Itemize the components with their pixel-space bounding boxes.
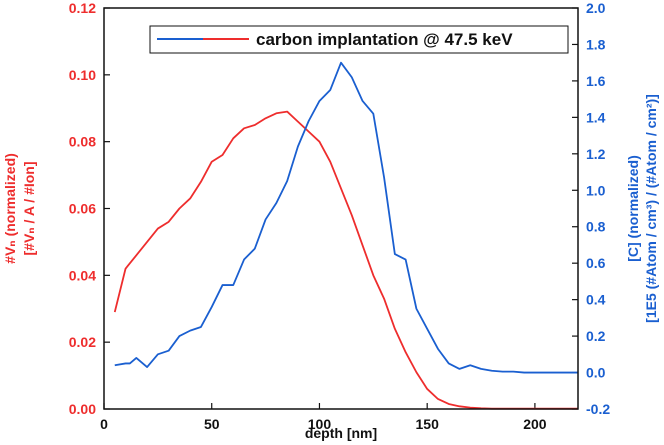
- left-tick-label: 0.10: [69, 67, 96, 83]
- x-tick-label: 0: [100, 416, 108, 432]
- left-axis-title-line2: [#Vₙ / A / #Ion]: [21, 161, 37, 255]
- bottom-axis-ticks: 0 50 100 150 200: [100, 403, 547, 432]
- left-tick-label: 0.02: [69, 334, 96, 350]
- right-axis-title-line2: [1E5 (#Atom / cm³) / (#Atom / cm²)]: [643, 94, 659, 323]
- x-axis-title: depth [nm]: [305, 425, 377, 441]
- left-tick-label: 0.00: [69, 401, 96, 417]
- series-line-red: [113, 110, 578, 410]
- right-tick-label: -0.2: [586, 401, 610, 417]
- x-tick-label: 100: [308, 416, 332, 432]
- left-tick-label: 0.12: [69, 0, 96, 16]
- right-tick-label: 1.4: [586, 109, 606, 125]
- series-layer: [113, 61, 578, 410]
- right-tick-label: 0.4: [586, 292, 606, 308]
- right-tick-label: 0.8: [586, 219, 606, 235]
- left-tick-label: 0.06: [69, 201, 96, 217]
- left-tick-label: 0.08: [69, 134, 96, 150]
- left-axis-ticks: 0.00 0.02 0.04 0.06 0.08 0.10 0.12: [69, 0, 110, 417]
- legend-label: carbon implantation @ 47.5 keV: [256, 30, 513, 49]
- right-axis-ticks: -0.2 0.0 0.2 0.4 0.6 0.8 1.0 1.2 1.4 1.6 1.8 2.0: [572, 0, 610, 417]
- right-tick-label: 0.0: [586, 365, 606, 381]
- right-tick-label: 1.2: [586, 146, 606, 162]
- right-tick-label: 1.6: [586, 73, 606, 89]
- right-axis-title-line1: [C] (normalized): [625, 155, 641, 262]
- plot-frame: [103, 7, 579, 410]
- legend: carbon implantation @ 47.5 keV: [149, 25, 569, 54]
- left-axis-title-line1: #Vₙ (normalized): [2, 153, 18, 264]
- right-tick-label: 1.0: [586, 182, 606, 198]
- left-tick-label: 0.04: [69, 267, 96, 283]
- x-tick-label: 150: [416, 416, 440, 432]
- right-tick-label: 1.8: [586, 36, 606, 52]
- right-tick-label: 0.6: [586, 255, 606, 271]
- right-tick-label: 2.0: [586, 0, 606, 16]
- right-tick-label: 0.2: [586, 328, 606, 344]
- x-tick-label: 200: [523, 416, 547, 432]
- x-tick-label: 50: [204, 416, 220, 432]
- series-line-blue: [114, 61, 578, 374]
